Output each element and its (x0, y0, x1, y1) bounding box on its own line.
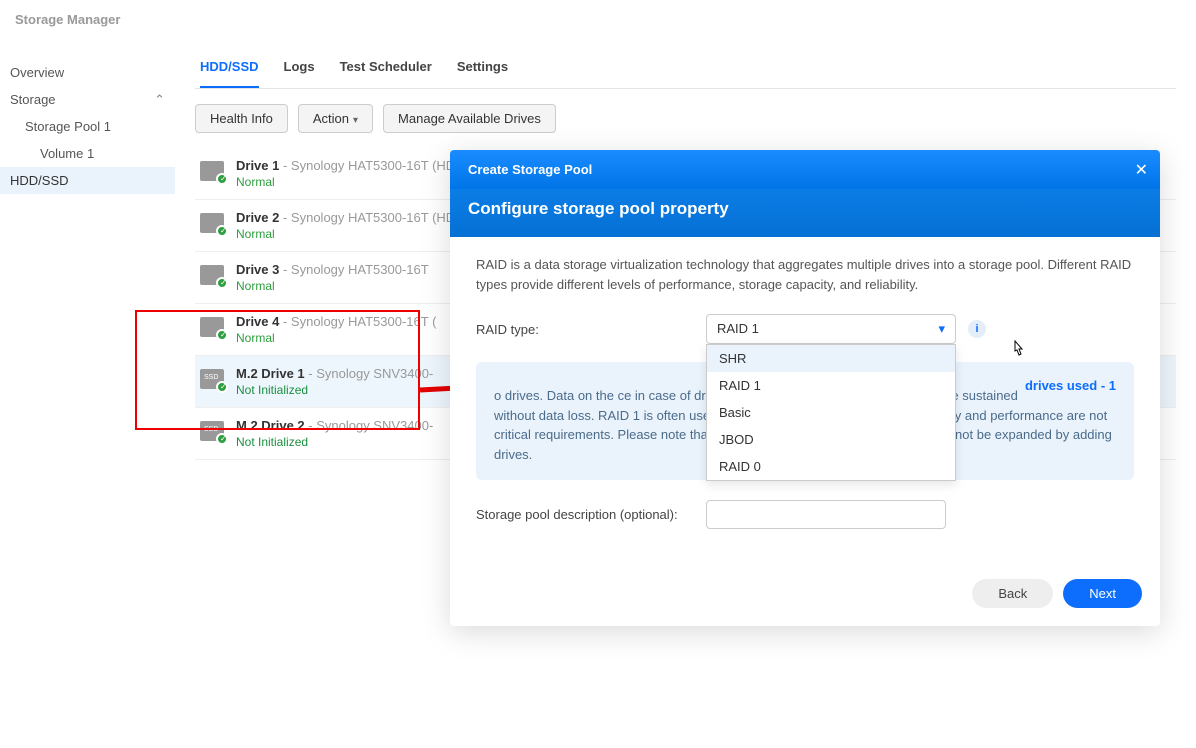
tab-settings[interactable]: Settings (457, 49, 508, 88)
sidebar-item-storage-pool-1[interactable]: Storage Pool 1 (0, 113, 175, 140)
tab-hdd-ssd[interactable]: HDD/SSD (200, 49, 259, 88)
raid-type-label: RAID type: (476, 322, 706, 337)
drive-model: - Synology HAT5300-16T ( (279, 314, 436, 329)
drive-model: - Synology HAT5300-16T (279, 262, 428, 277)
raid-option-basic[interactable]: Basic (707, 399, 955, 426)
drive-model: - Synology SNV3400- (305, 366, 434, 381)
tab-logs[interactable]: Logs (284, 49, 315, 88)
drive-name: M.2 Drive 1 (236, 366, 305, 381)
modal-description: RAID is a data storage virtualization te… (476, 255, 1134, 294)
drive-name: Drive 1 (236, 158, 279, 173)
next-button[interactable]: Next (1063, 579, 1142, 608)
hdd-icon (200, 265, 224, 285)
health-info-button[interactable]: Health Info (195, 104, 288, 133)
create-storage-pool-modal: Create Storage Pool ✕ Configure storage … (450, 150, 1160, 626)
hdd-icon (200, 161, 224, 181)
hdd-icon (200, 213, 224, 233)
action-label: Action (313, 111, 349, 126)
manage-drives-button[interactable]: Manage Available Drives (383, 104, 556, 133)
info-icon[interactable]: i (968, 320, 986, 338)
drive-model: - Synology HAT5300-16T (HDD) (279, 158, 469, 173)
sidebar: OverviewStorage⌃Storage Pool 1Volume 1HD… (0, 39, 175, 747)
sidebar-item-overview[interactable]: Overview (0, 59, 175, 86)
check-icon (216, 381, 228, 393)
ssd-icon (200, 421, 224, 441)
action-button[interactable]: Action ▾ (298, 104, 373, 133)
drive-name: Drive 4 (236, 314, 279, 329)
tab-test-scheduler[interactable]: Test Scheduler (340, 49, 432, 88)
raid-option-jbod[interactable]: JBOD (707, 426, 955, 453)
ssd-icon (200, 369, 224, 389)
drive-model: - Synology SNV3400- (305, 418, 434, 433)
check-icon (216, 277, 228, 289)
cursor-pointer-icon (1010, 340, 1026, 365)
drive-name: Drive 2 (236, 210, 279, 225)
hdd-icon (200, 317, 224, 337)
raid-option-raid-1[interactable]: RAID 1 (707, 372, 955, 399)
check-icon (216, 433, 228, 445)
back-button[interactable]: Back (972, 579, 1053, 608)
raid-option-raid-0[interactable]: RAID 0 (707, 453, 955, 480)
chevron-icon: ⌃ (154, 92, 165, 108)
check-icon (216, 173, 228, 185)
toolbar: Health Info Action ▾ Manage Available Dri… (195, 104, 1176, 133)
check-icon (216, 225, 228, 237)
raid-type-select[interactable]: RAID 1 ▾ (706, 314, 956, 344)
modal-heading: Configure storage pool property (450, 189, 1160, 237)
close-icon[interactable]: ✕ (1135, 160, 1148, 180)
pool-desc-input[interactable] (706, 500, 946, 529)
pool-desc-label: Storage pool description (optional): (476, 507, 706, 522)
sidebar-item-hdd/ssd[interactable]: HDD/SSD (0, 167, 175, 194)
drive-name: M.2 Drive 2 (236, 418, 305, 433)
raid-type-value: RAID 1 (717, 321, 759, 337)
sidebar-item-volume-1[interactable]: Volume 1 (0, 140, 175, 167)
check-icon (216, 329, 228, 341)
caret-down-icon: ▾ (353, 115, 358, 126)
drive-model: - Synology HAT5300-16T (HDD) (279, 210, 469, 225)
caret-down-icon: ▾ (938, 321, 945, 337)
app-title: Storage Manager (0, 0, 1196, 39)
drive-name: Drive 3 (236, 262, 279, 277)
modal-title: Create Storage Pool (468, 162, 1142, 177)
raid-type-dropdown: SHRRAID 1BasicJBODRAID 0 (706, 344, 956, 481)
sidebar-item-storage[interactable]: Storage⌃ (0, 86, 175, 113)
raid-option-shr[interactable]: SHR (707, 345, 955, 372)
tabs: HDD/SSD Logs Test Scheduler Settings (195, 49, 1176, 89)
